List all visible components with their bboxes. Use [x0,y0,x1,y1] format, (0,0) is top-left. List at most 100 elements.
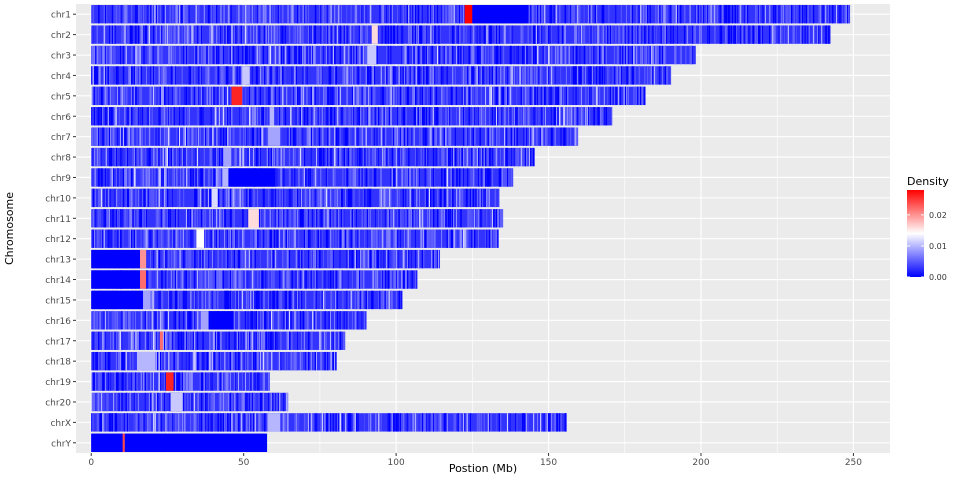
density-stripe [195,290,197,310]
density-stripe [308,168,309,187]
density-stripe [601,66,604,85]
density-stripe [382,25,383,44]
density-stripe [716,5,719,24]
density-stripe [159,351,162,371]
density-stripe [174,229,177,248]
density-stripe [227,372,229,391]
density-stripe [288,331,291,350]
density-stripe [118,229,120,248]
density-stripe [302,45,304,65]
density-stripe [157,270,159,289]
density-stripe [346,66,349,85]
density-stripe [113,413,115,432]
density-stripe [409,209,411,228]
density-stripe [435,147,437,167]
density-feature [196,229,205,248]
density-stripe [266,45,268,65]
density-stripe [203,270,205,289]
density-stripe [825,25,827,44]
density-stripe [417,168,419,187]
density-stripe [210,147,212,167]
density-stripe [443,127,446,146]
density-stripe [483,168,485,187]
density-stripe [313,45,315,65]
density-stripe [288,168,291,187]
density-stripe [345,413,347,432]
density-stripe [476,147,478,167]
density-stripe [450,5,452,24]
density-stripe [111,86,113,106]
density-stripe [539,127,541,146]
density-stripe [469,25,471,44]
density-stripe [542,45,544,65]
density-stripe [483,25,486,44]
density-stripe [316,209,318,228]
density-stripe [704,5,706,24]
density-stripe [474,147,475,167]
density-stripe [207,188,209,208]
density-feature [269,107,275,126]
density-stripe [192,392,195,412]
density-stripe [375,168,377,187]
density-stripe [792,25,794,44]
density-stripe [380,107,383,126]
density-stripe [181,270,184,289]
density-stripe [292,147,294,167]
density-stripe [249,5,251,24]
density-stripe [317,209,319,228]
density-stripe [425,66,428,85]
density-stripe [235,229,236,248]
density-stripe [424,413,426,432]
density-stripe [290,107,292,126]
density-stripe [228,290,230,310]
density-stripe [235,413,237,432]
density-stripe [365,45,367,65]
density-stripe [152,249,154,269]
density-stripe [416,66,418,85]
density-stripe [561,25,564,44]
density-stripe [221,45,223,65]
density-stripe [222,127,225,146]
density-stripe [452,66,454,85]
density-stripe [387,66,390,85]
density-stripe [478,147,480,167]
density-stripe [229,107,231,126]
density-stripe [106,5,108,24]
density-stripe [417,5,420,24]
density-stripe [399,66,401,85]
density-stripe [512,25,514,44]
density-stripe [335,66,338,85]
density-stripe [91,127,92,146]
density-stripe [301,25,302,44]
y-tick-label: chr13 [45,256,71,266]
density-stripe [635,86,637,106]
density-stripe [100,168,103,187]
density-stripe [391,5,393,24]
density-stripe [249,392,250,412]
density-stripe [390,270,392,289]
density-stripe [242,392,244,412]
density-stripe [297,107,299,126]
density-stripe [216,229,218,248]
density-stripe [502,107,504,126]
density-stripe [222,147,224,167]
density-stripe [294,413,296,432]
density-stripe [280,86,282,106]
density-stripe [421,229,424,248]
density-stripe [288,229,291,248]
density-stripe [302,168,304,187]
density-stripe [453,5,455,24]
density-stripe [114,372,116,391]
density-stripe [232,229,234,248]
density-stripe [287,331,290,350]
density-stripe [173,86,175,106]
density-stripe [683,5,686,24]
density-stripe [170,249,173,269]
density-stripe [251,127,254,146]
density-feature [248,209,259,228]
density-stripe [349,127,350,146]
density-stripe [380,290,383,310]
density-stripe [388,290,390,310]
density-stripe [394,413,396,432]
density-stripe [327,127,329,146]
